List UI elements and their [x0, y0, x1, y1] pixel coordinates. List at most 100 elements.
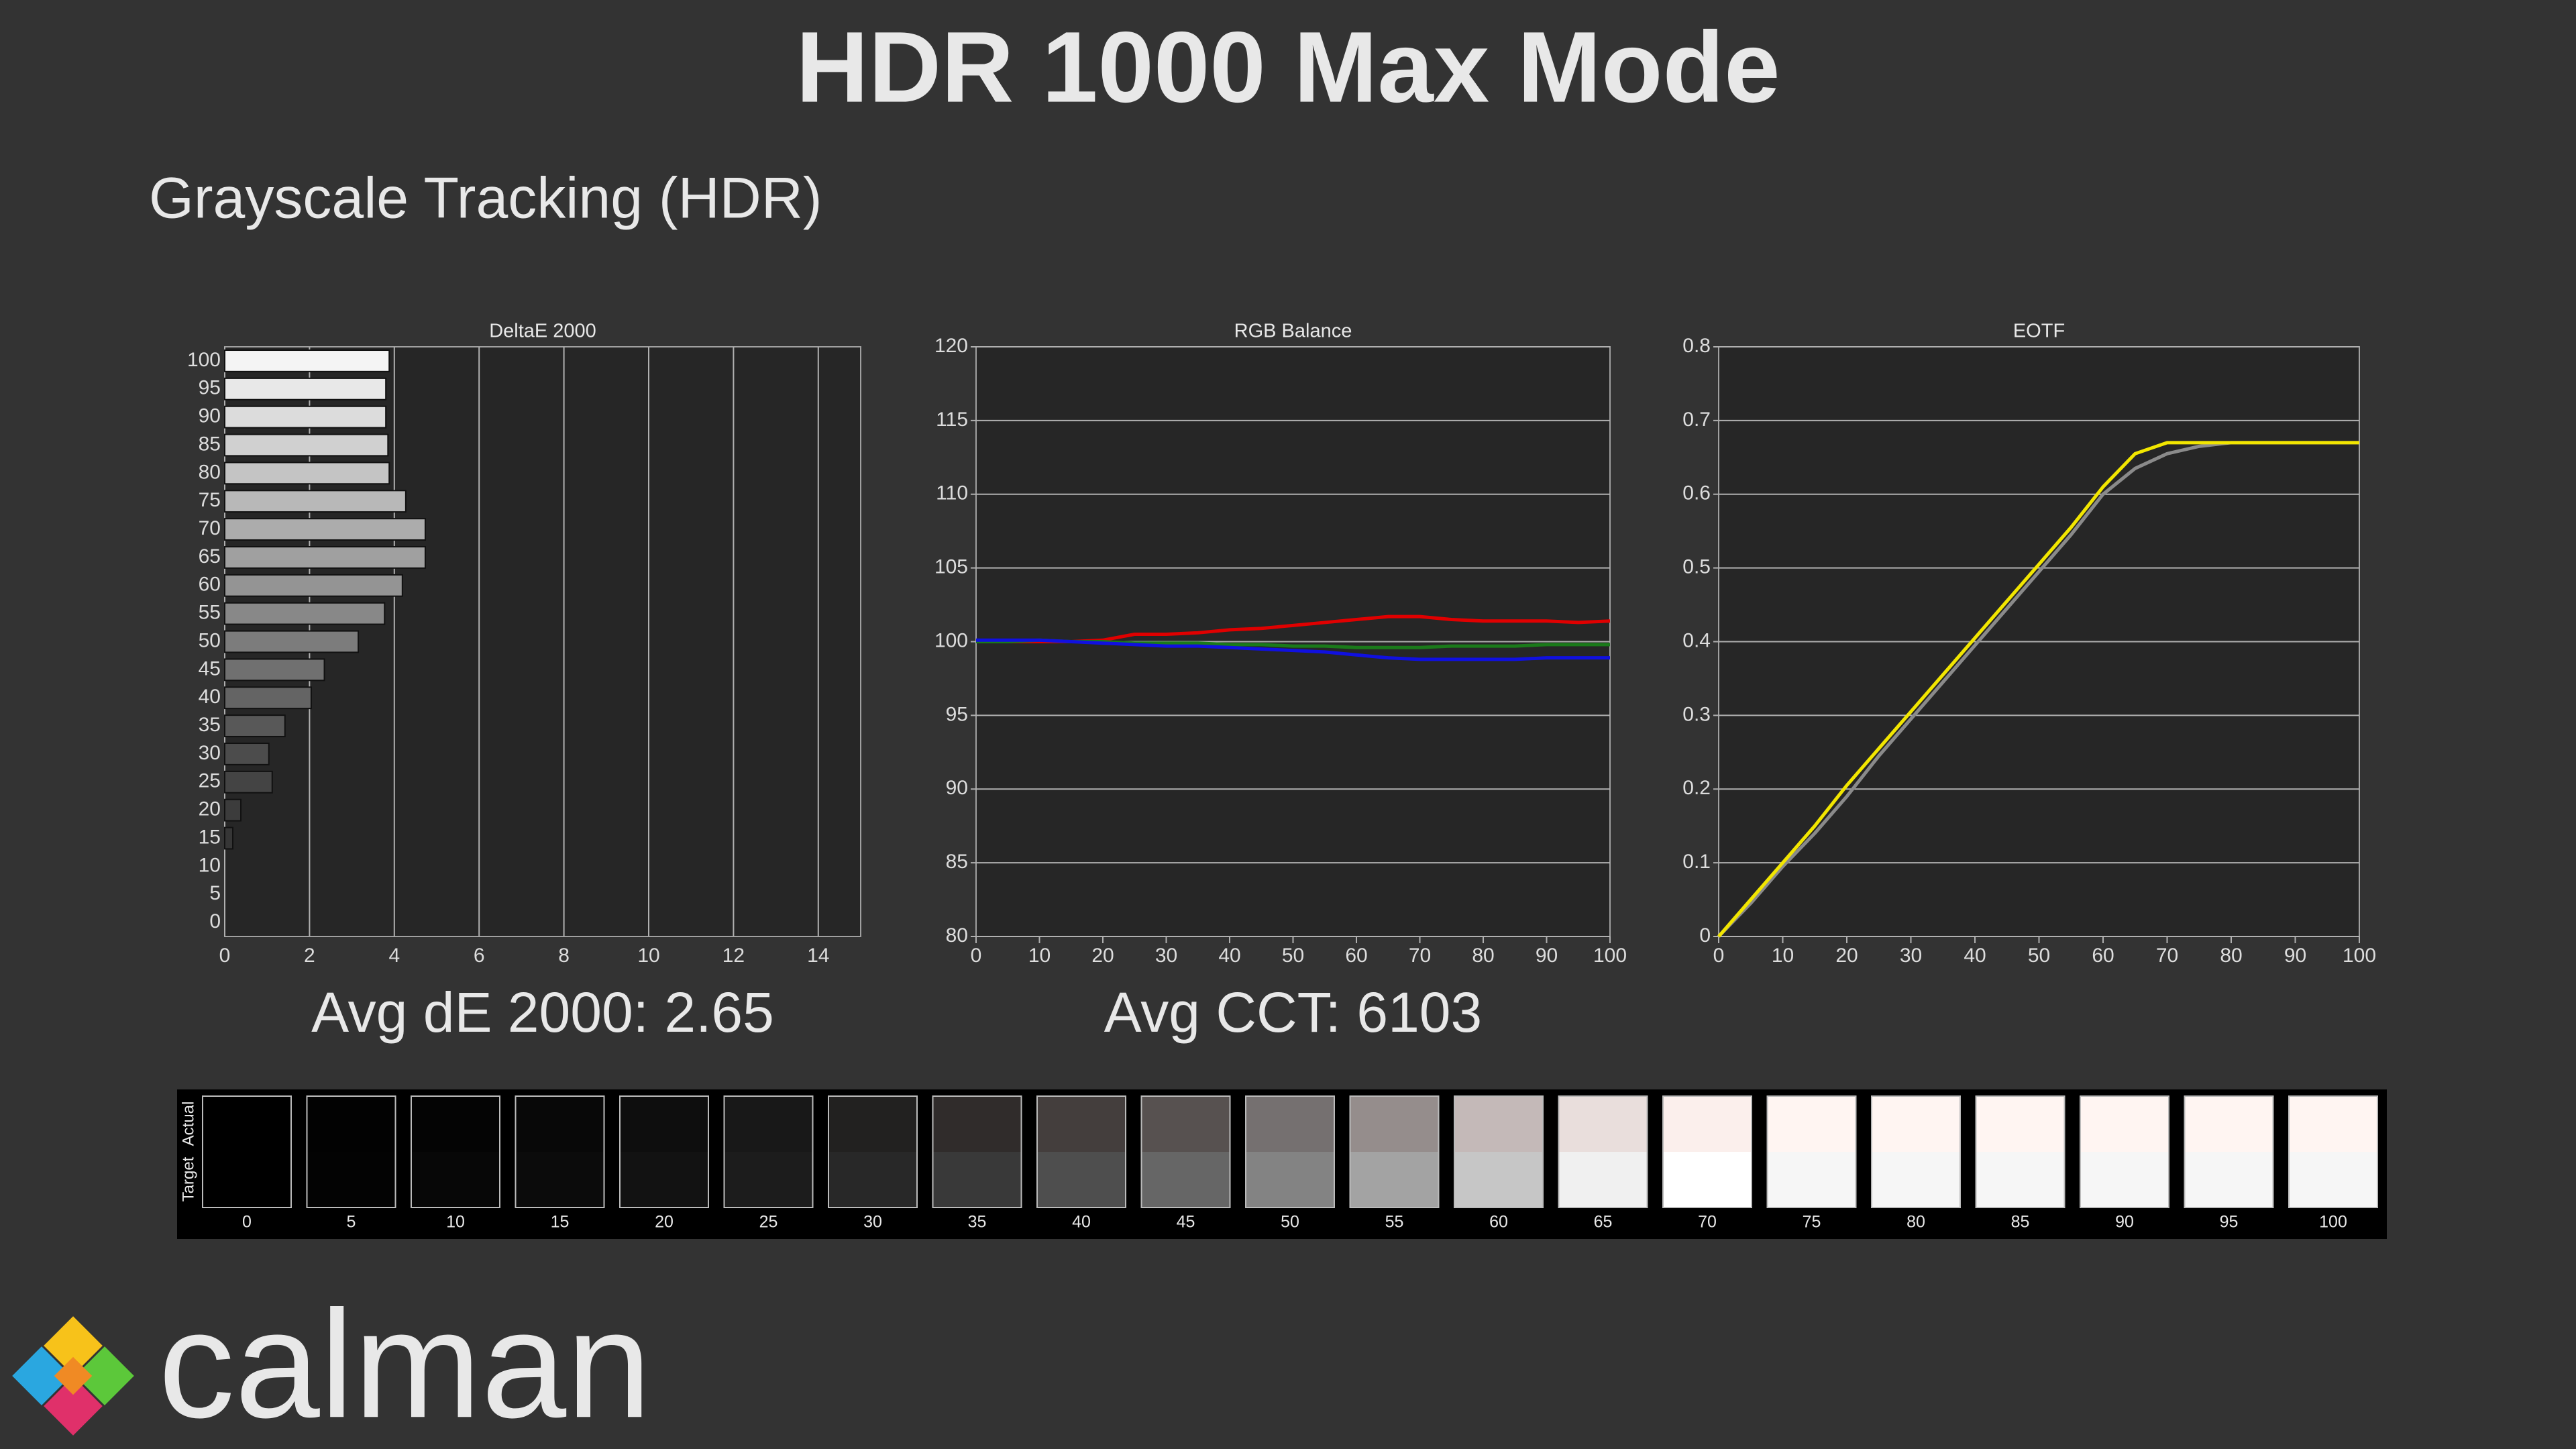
swatch-label: 65 [1594, 1213, 1613, 1232]
swatch-border [2184, 1095, 2274, 1208]
chart-title: RGB Balance [1234, 321, 1352, 342]
x-tick-label: 10 [637, 945, 659, 967]
swatch-target [1663, 1152, 1752, 1208]
y-tick-label: 25 [199, 770, 221, 792]
swatch-border [1766, 1095, 1857, 1208]
x-tick-label: 8 [558, 945, 570, 967]
swatch-border [411, 1095, 500, 1208]
swatch-label: 100 [2319, 1213, 2347, 1232]
bar [224, 462, 390, 485]
x-tick-label: 20 [1091, 945, 1114, 967]
swatch-actual [1246, 1096, 1334, 1152]
swatch-actual [1558, 1096, 1648, 1152]
swatch-border [2080, 1095, 2169, 1208]
swatch-actual [1976, 1096, 2065, 1152]
y-tick-label: 110 [936, 482, 968, 504]
y-tick-label: 50 [199, 629, 221, 651]
swatch-border [1245, 1095, 1335, 1208]
y-tick-label: 0.2 [1682, 777, 1711, 799]
swatch-border [932, 1095, 1022, 1208]
y-tick-label: 0 [209, 910, 221, 932]
swatch-label: 30 [863, 1213, 882, 1232]
y-tick-label: 30 [199, 742, 221, 764]
swatch-border [1558, 1095, 1648, 1208]
swatch-border [1036, 1095, 1126, 1208]
swatch-target [1872, 1152, 1960, 1208]
logo-text: calman [158, 1279, 651, 1449]
bar [224, 826, 234, 850]
x-tick-label: 40 [1218, 945, 1240, 967]
swatch-label: 80 [1907, 1213, 1925, 1232]
x-tick-label: 90 [1536, 945, 1558, 967]
swatch-label: 5 [347, 1213, 356, 1232]
x-tick-label: 70 [2156, 945, 2178, 967]
y-tick-label: 80 [946, 924, 968, 947]
x-tick-label: 4 [388, 945, 400, 967]
x-tick-label: 0 [219, 945, 231, 967]
swatch-border [2288, 1095, 2378, 1208]
x-tick-label: 10 [1772, 945, 1794, 967]
y-tick-label: 0.5 [1682, 556, 1711, 578]
swatch-target [828, 1152, 917, 1208]
swatch-target [203, 1152, 291, 1208]
swatch-actual [1663, 1096, 1752, 1152]
logo-diamond [44, 1316, 103, 1375]
subtitle: Grayscale Tracking (HDR) [149, 166, 822, 231]
swatch-target [307, 1152, 396, 1208]
series-line [976, 638, 1610, 661]
y-tick-label: 60 [199, 574, 221, 596]
swatch-target [1037, 1152, 1126, 1208]
swatch-border [1662, 1095, 1752, 1208]
swatch-label: 40 [1072, 1213, 1091, 1232]
chart: RGB Balance 0 10 20 30 40 50 60 70 80 90 100 80 85 90 9… [934, 321, 1627, 1044]
swatch-label: 20 [655, 1213, 674, 1232]
swatch-actual [307, 1096, 396, 1152]
y-tick-label: 85 [946, 851, 968, 873]
swatch-border [1140, 1095, 1231, 1208]
x-tick-label: 80 [2220, 945, 2242, 967]
bar [224, 743, 270, 765]
swatch-actual [2184, 1096, 2273, 1152]
y-tick-label: 65 [199, 545, 221, 568]
swatch-target [1454, 1152, 1543, 1208]
y-tick-label: 0.4 [1682, 629, 1711, 651]
swatch-target [1350, 1152, 1439, 1208]
y-tick-label: 70 [199, 517, 221, 539]
y-tick-label: 0.8 [1682, 335, 1711, 357]
bar [224, 602, 386, 625]
bar [224, 686, 312, 710]
swatch-border [619, 1095, 709, 1208]
x-tick-label: 50 [1282, 945, 1304, 967]
swatch-label: 70 [1698, 1213, 1717, 1232]
bar [224, 546, 426, 569]
x-tick-label: 100 [2343, 945, 2376, 967]
swatch-label: 0 [242, 1213, 252, 1232]
swatch-actual [1350, 1096, 1439, 1152]
summary: Avg dE 2000: 2.65 [311, 981, 774, 1044]
chart-title: EOTF [2013, 321, 2065, 342]
swatch-border [1871, 1095, 1961, 1208]
swatch-target [932, 1152, 1022, 1208]
swatch-target [2289, 1152, 2377, 1208]
bar [224, 658, 325, 682]
x-tick-label: 100 [1593, 945, 1627, 967]
y-tick-label: 95 [199, 377, 221, 399]
swatch-target [1141, 1152, 1230, 1208]
swatch-actual [515, 1096, 604, 1152]
swatch-target [724, 1152, 813, 1208]
bar [224, 518, 426, 541]
bar [224, 377, 387, 400]
y-tick-label: 120 [934, 335, 968, 357]
bar [224, 405, 387, 429]
y-tick-label: 20 [199, 798, 221, 820]
bar [224, 574, 403, 597]
x-tick-label: 40 [1964, 945, 1986, 967]
swatch-label: 95 [2220, 1213, 2239, 1232]
y-tick-label: 0.3 [1682, 703, 1711, 725]
y-tick-label: 0 [1699, 924, 1711, 947]
x-tick-label: 0 [971, 945, 982, 967]
bar [224, 714, 286, 737]
swatch-label: 90 [2115, 1213, 2134, 1232]
y-tick-label: 100 [187, 349, 221, 371]
